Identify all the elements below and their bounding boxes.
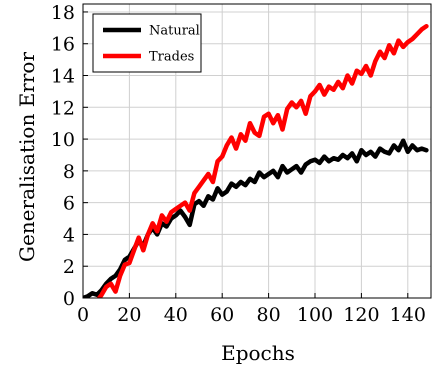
y-tick-label: 6 [63,193,75,215]
plot-border [82,3,432,299]
x-tick-label: 120 [343,304,379,326]
legend-label-natural: Natural [149,24,200,39]
legend: Natural Trades [92,13,202,73]
y-tick-label: 14 [51,66,75,88]
x-axis-title: Epochs [221,341,295,365]
y-axis-title: Generalisation Error [15,52,39,262]
y-tick-label: 18 [51,2,75,24]
y-tick-label: 4 [63,224,75,246]
series-layer [83,23,429,298]
x-tick-label: 100 [297,304,333,326]
x-tick-label: 20 [117,304,141,326]
y-tick-label: 16 [51,34,75,56]
y-tick-label: 8 [63,161,75,183]
x-tick-label: 40 [164,304,188,326]
plot-frame [82,3,432,299]
y-tick-label: 0 [63,288,75,310]
grid [82,4,431,299]
y-tick-label: 10 [51,129,75,151]
series-line-natural [83,138,429,298]
x-tick-label: 0 [77,304,89,326]
y-tick-label: 2 [63,256,75,278]
legend-label-trades: Trades [149,50,194,65]
x-tick-label: 60 [210,304,234,326]
series-line-trades [96,23,429,298]
ticks: 0 20 40 60 80 100 120 140 0 2 4 6 8 10 12 14 16 18 [51,2,426,326]
legend-box [92,13,202,73]
x-tick-label: 140 [390,304,426,326]
x-tick-label: 80 [257,304,281,326]
y-tick-label: 12 [51,97,75,119]
